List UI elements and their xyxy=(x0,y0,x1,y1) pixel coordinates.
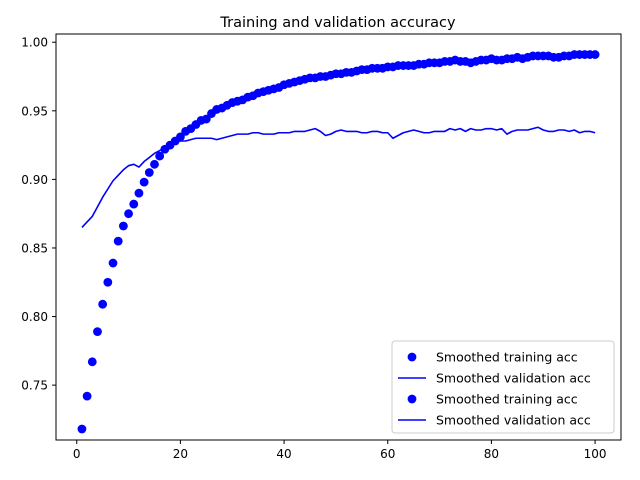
y-tick-label: 0.80 xyxy=(21,310,48,324)
data-point-training xyxy=(87,357,97,367)
data-point-training xyxy=(113,236,123,246)
plot-area xyxy=(77,50,600,434)
data-point-training xyxy=(134,188,144,198)
data-point-training xyxy=(150,159,159,169)
data-point-training xyxy=(93,327,102,337)
y-axis: 0.75 0.80 0.85 0.90 0.95 1.00 xyxy=(21,36,56,393)
legend-label: Smoothed training acc xyxy=(436,350,578,365)
data-point-training xyxy=(155,151,165,161)
x-tick-label: 100 xyxy=(584,447,607,461)
data-point-training xyxy=(129,199,139,209)
legend-marker-dot xyxy=(407,394,417,404)
x-tick-label: 60 xyxy=(380,447,395,461)
data-point-training xyxy=(77,424,87,434)
data-point-training xyxy=(144,168,154,177)
plot-frame xyxy=(55,33,622,441)
data-point-training xyxy=(590,50,600,59)
legend-box xyxy=(391,340,615,434)
data-point-training xyxy=(176,132,185,142)
y-tick-label: 0.75 xyxy=(21,379,48,393)
data-point-training xyxy=(118,221,128,231)
series-line-validation xyxy=(81,126,596,228)
legend: Smoothed training acc Smoothed validation… xyxy=(391,340,615,434)
x-tick-label: 80 xyxy=(484,447,499,461)
data-point-training xyxy=(108,258,118,268)
data-point-training xyxy=(201,114,211,124)
legend-label: Smoothed training acc xyxy=(436,392,578,407)
x-tick-label: 20 xyxy=(173,447,188,461)
x-tick-label: 40 xyxy=(276,447,291,461)
data-point-training xyxy=(124,209,133,219)
y-tick-label: 1.00 xyxy=(21,36,48,50)
y-tick-label: 0.85 xyxy=(21,241,48,255)
y-tick-label: 0.90 xyxy=(21,173,48,187)
data-point-training xyxy=(82,391,92,401)
y-tick-label: 0.95 xyxy=(21,104,48,118)
legend-label: Smoothed validation acc xyxy=(436,371,591,386)
legend-label: Smoothed validation acc xyxy=(436,413,591,428)
data-point-training xyxy=(103,277,113,287)
x-tick-label: 0 xyxy=(73,447,81,461)
chart-title: Training and validation accuracy xyxy=(219,15,456,31)
legend-marker-dot xyxy=(407,352,417,362)
x-axis: 0 20 40 60 80 100 xyxy=(73,440,607,461)
data-point-training xyxy=(139,177,149,187)
data-point-training xyxy=(98,299,108,309)
